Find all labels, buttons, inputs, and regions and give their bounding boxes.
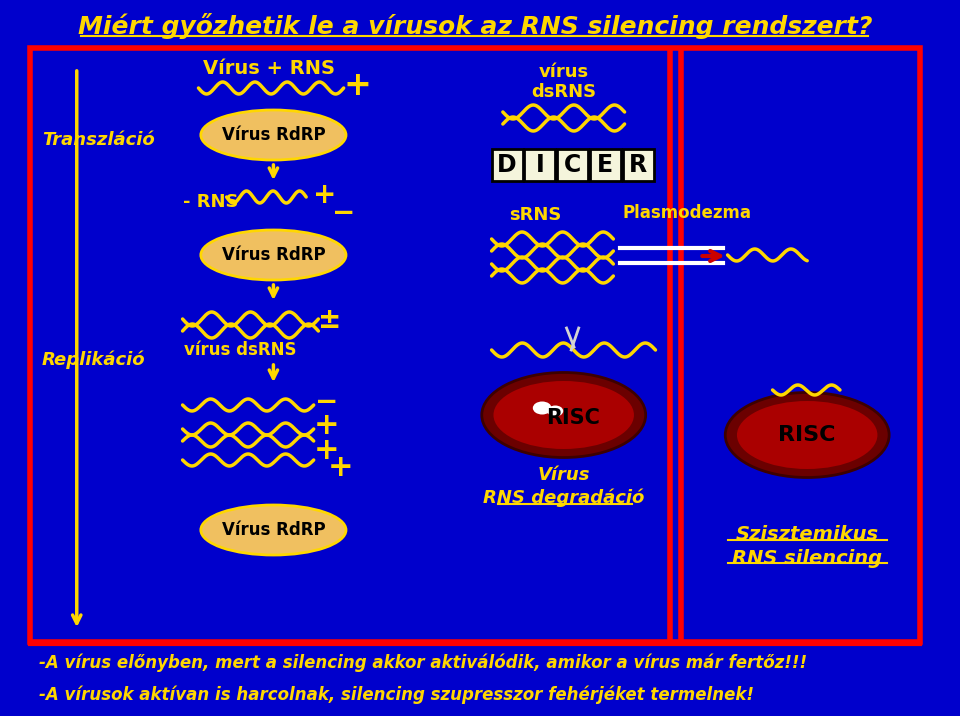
Text: -A vírusok aktívan is harcolnak, silencing szupresszor fehérjéket termelnek!: -A vírusok aktívan is harcolnak, silenci…: [39, 686, 755, 705]
Ellipse shape: [201, 110, 346, 160]
Text: −: −: [315, 388, 339, 416]
Text: - RNS: - RNS: [182, 193, 238, 211]
Text: RNS silencing: RNS silencing: [732, 548, 882, 568]
Text: RNS degradáció: RNS degradáció: [483, 489, 644, 507]
Text: Miért győzhetik le a vírusok az RNS silencing rendszert?: Miért győzhetik le a vírusok az RNS sile…: [78, 13, 872, 39]
Text: R: R: [629, 153, 647, 177]
Text: Transzláció: Transzláció: [42, 131, 155, 149]
Text: RISC: RISC: [546, 408, 600, 428]
Text: +: +: [344, 69, 372, 102]
Bar: [623, 149, 654, 181]
Text: vírus dsRNS: vírus dsRNS: [184, 341, 297, 359]
Text: Vírus RdRP: Vírus RdRP: [222, 246, 325, 264]
Text: Vírus: Vírus: [538, 466, 590, 484]
Bar: [524, 149, 555, 181]
Ellipse shape: [201, 230, 346, 280]
Ellipse shape: [737, 401, 877, 469]
Bar: [590, 149, 621, 181]
Text: Plasmodezma: Plasmodezma: [623, 204, 752, 222]
Text: Vírus + RNS: Vírus + RNS: [204, 59, 335, 77]
Text: -A vírus előnyben, mert a silencing akkor aktiválódik, amikor a vírus már fertőz: -A vírus előnyben, mert a silencing akko…: [39, 654, 807, 672]
Text: +: +: [328, 453, 353, 481]
Ellipse shape: [493, 381, 634, 449]
Text: vírus: vírus: [539, 63, 588, 81]
Text: dsRNS: dsRNS: [531, 83, 596, 101]
Text: Replikáció: Replikáció: [42, 351, 146, 369]
Text: C: C: [564, 153, 581, 177]
Text: Vírus RdRP: Vírus RdRP: [222, 126, 325, 144]
Bar: [30, 48, 920, 642]
Text: D: D: [497, 153, 516, 177]
Ellipse shape: [201, 505, 346, 555]
Text: I: I: [536, 153, 544, 177]
Ellipse shape: [547, 405, 564, 417]
Ellipse shape: [725, 392, 889, 478]
Text: sRNS: sRNS: [510, 206, 562, 224]
Text: +: +: [314, 435, 340, 465]
Ellipse shape: [533, 402, 552, 415]
Text: E: E: [597, 153, 613, 177]
Text: −: −: [332, 199, 355, 227]
Text: +: +: [314, 410, 340, 440]
Text: ±: ±: [318, 306, 342, 334]
Text: Vírus RdRP: Vírus RdRP: [222, 521, 325, 539]
Bar: [557, 149, 588, 181]
Bar: [492, 149, 522, 181]
Text: Szisztemikus: Szisztemikus: [735, 526, 878, 544]
Ellipse shape: [482, 372, 646, 458]
Text: RISC: RISC: [779, 425, 836, 445]
Text: +: +: [313, 181, 337, 209]
